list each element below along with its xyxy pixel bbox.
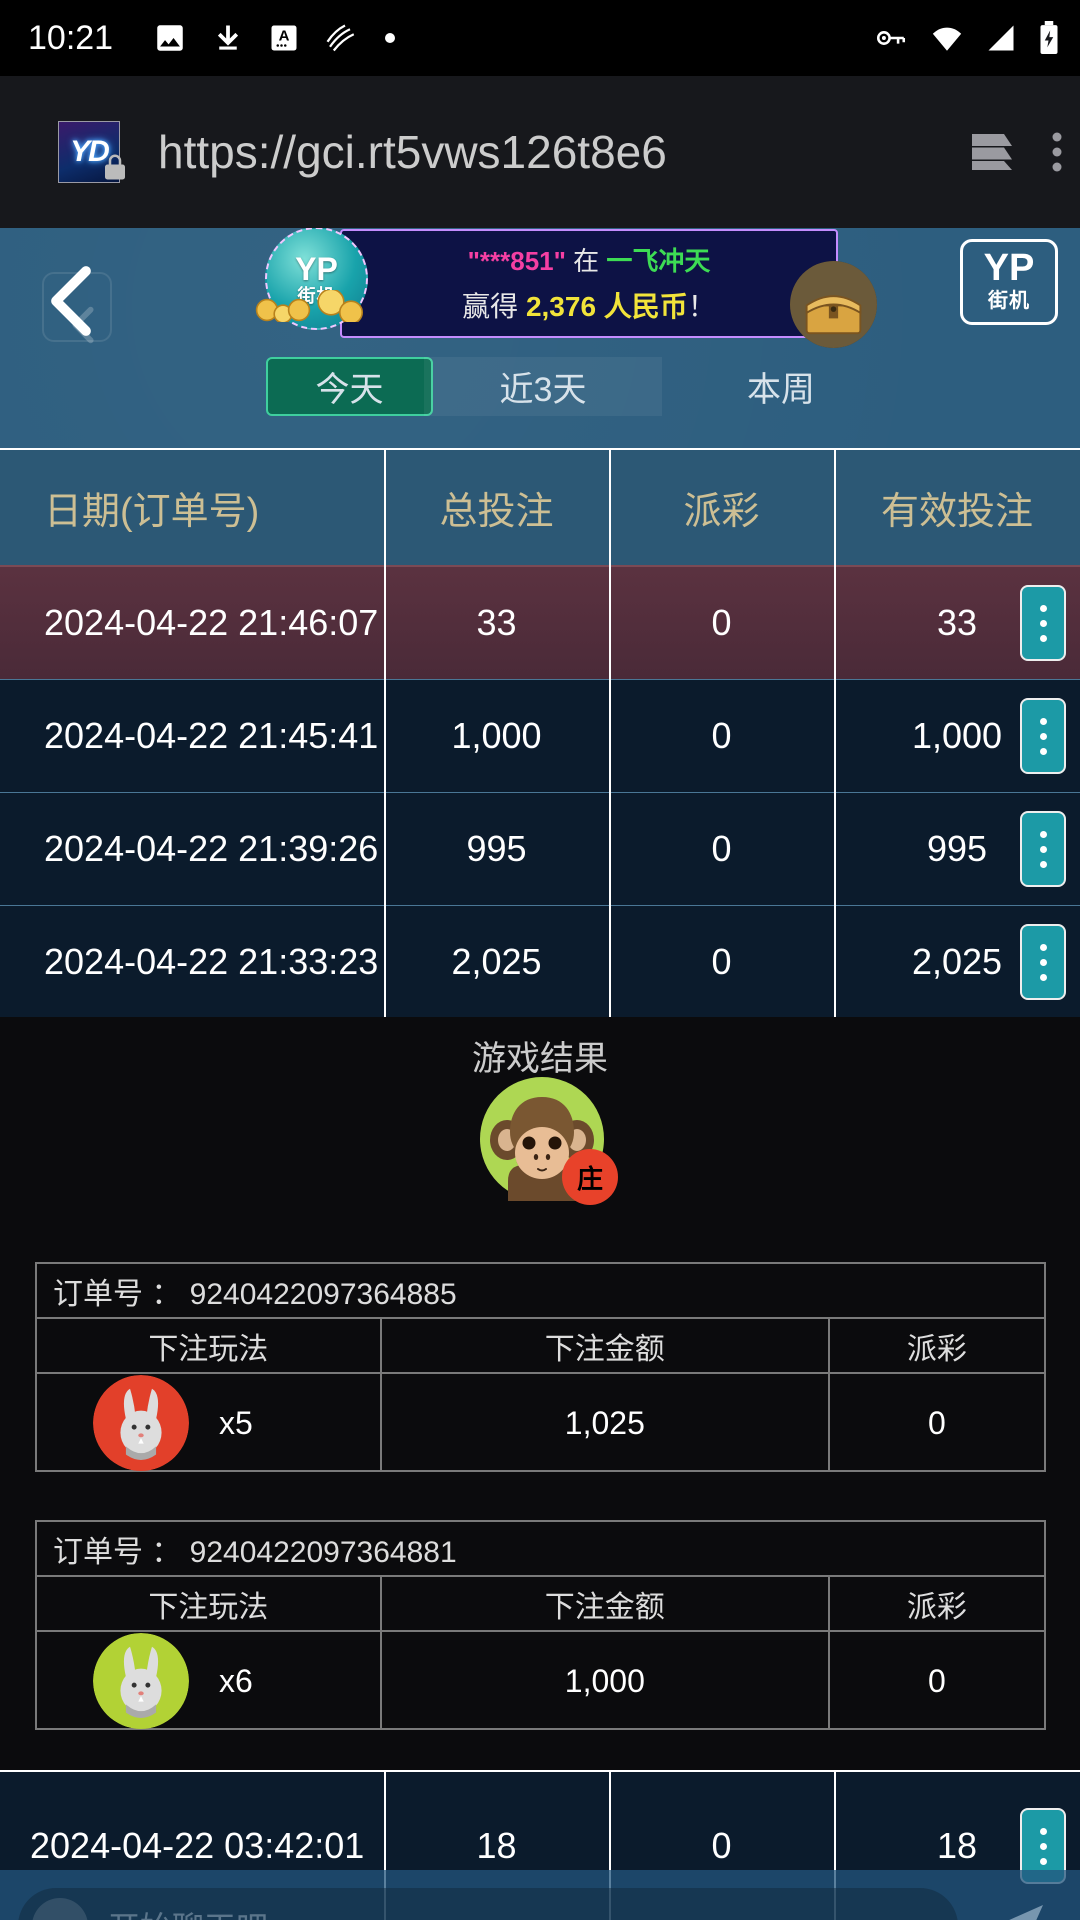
svg-text:A: A xyxy=(279,28,290,45)
